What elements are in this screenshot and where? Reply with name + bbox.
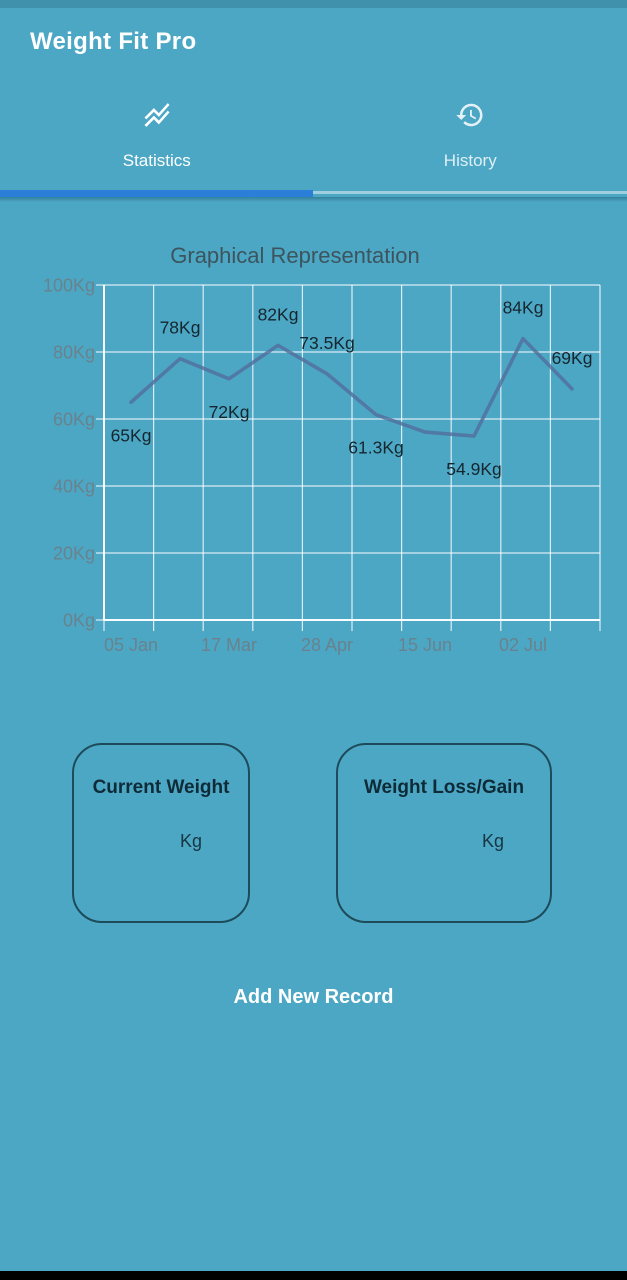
current-weight-unit: Kg — [179, 831, 202, 851]
gesture-nav-bar — [0, 1271, 627, 1280]
svg-text:20Kg: 20Kg — [53, 544, 95, 564]
app-title: Weight Fit Pro — [30, 28, 197, 55]
svg-text:54.9Kg: 54.9Kg — [446, 459, 501, 479]
svg-text:72Kg: 72Kg — [209, 402, 250, 422]
history-icon — [455, 100, 485, 130]
weight-loss-gain-value: Kg — [338, 831, 550, 852]
svg-text:80Kg: 80Kg — [53, 343, 95, 363]
svg-text:05 Jan: 05 Jan — [104, 635, 158, 655]
svg-text:69Kg: 69Kg — [552, 348, 593, 368]
tab-underline — [313, 191, 627, 194]
svg-text:82Kg: 82Kg — [258, 304, 299, 324]
weight-loss-gain-title: Weight Loss/Gain — [363, 777, 525, 798]
svg-text:78Kg: 78Kg — [160, 318, 201, 338]
status-bar — [0, 0, 627, 8]
svg-text:65Kg: 65Kg — [111, 425, 152, 445]
current-weight-card: Current Weight Kg — [72, 743, 250, 923]
tab-history-label: History — [443, 151, 497, 170]
chart-title: Graphical Representation — [170, 243, 420, 268]
svg-text:100Kg: 100Kg — [43, 276, 95, 296]
svg-text:84Kg: 84Kg — [503, 298, 544, 318]
svg-text:0Kg: 0Kg — [63, 611, 95, 631]
svg-text:73.5Kg: 73.5Kg — [299, 333, 354, 353]
tab-history[interactable]: History — [314, 75, 627, 197]
svg-text:61.3Kg: 61.3Kg — [348, 438, 403, 458]
add-new-record-button[interactable]: Add New Record — [233, 986, 394, 1008]
weight-loss-gain-unit: Kg — [481, 831, 504, 851]
weight-line-chart: 100Kg 80Kg 60Kg 40Kg 20Kg 0Kg 05 Jan 17 Mar 28 A… — [43, 276, 601, 655]
tab-statistics-label: Statistics — [122, 151, 191, 170]
tab-bar: Statistics History — [0, 75, 627, 197]
tab-bar-shadow — [0, 197, 627, 202]
active-tab-indicator — [0, 190, 313, 197]
svg-text:40Kg: 40Kg — [53, 477, 95, 497]
current-weight-title: Current Weight — [92, 777, 230, 798]
svg-text:17 Mar: 17 Mar — [201, 635, 257, 655]
weight-loss-gain-card: Weight Loss/Gain Kg — [336, 743, 552, 923]
stacked-line-chart-icon — [142, 100, 172, 130]
tab-statistics[interactable]: Statistics — [0, 75, 314, 197]
svg-text:15 Jun: 15 Jun — [398, 635, 452, 655]
svg-text:02 Jul: 02 Jul — [499, 635, 547, 655]
current-weight-value: Kg — [74, 831, 248, 852]
svg-text:60Kg: 60Kg — [53, 410, 95, 430]
svg-text:28 Apr: 28 Apr — [301, 635, 353, 655]
